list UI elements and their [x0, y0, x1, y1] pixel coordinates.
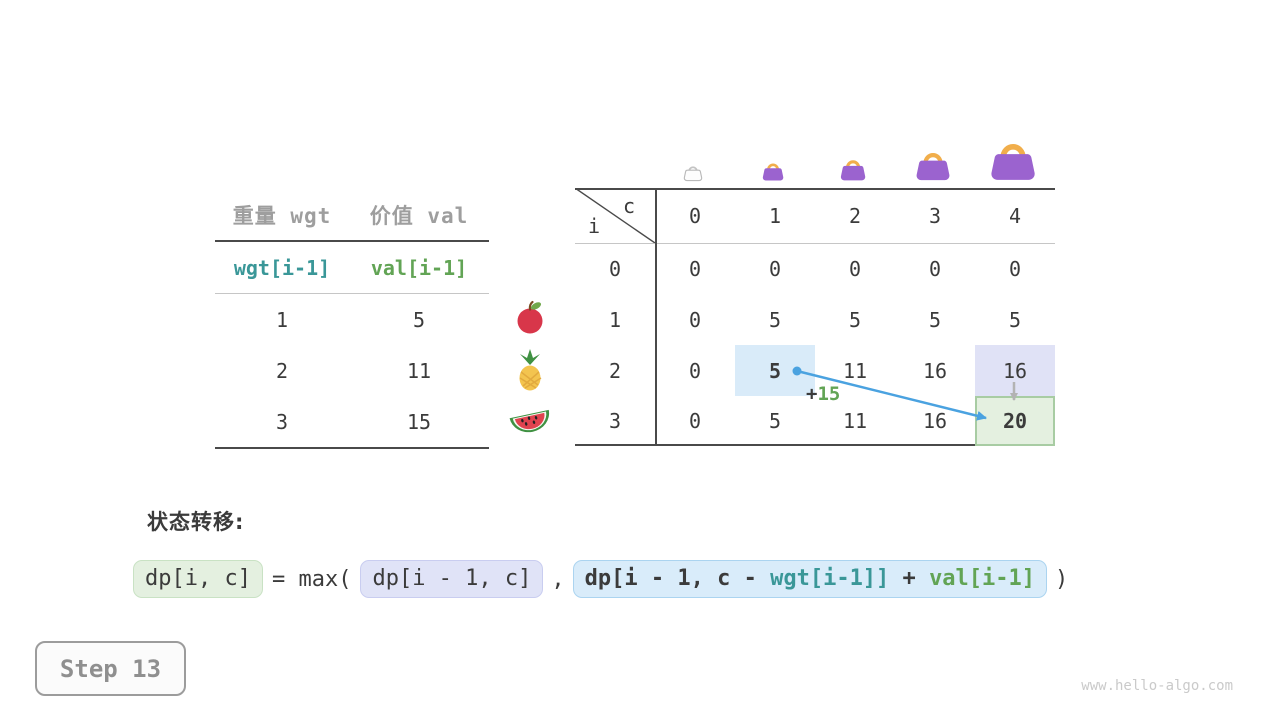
item-3-weight: 3 [275, 409, 289, 434]
item-row-3: 3 15 [215, 396, 489, 449]
add-value-annotation: +15 [806, 385, 840, 404]
dp-table-vertical-divider [655, 188, 657, 446]
dp-cell-2-0: 0 [688, 358, 702, 383]
formula-operator: = max( [271, 566, 352, 592]
item-1-value: 5 [412, 307, 426, 332]
item-row-2: 2 11 [215, 345, 489, 396]
items-table-index-row: wgt[i-1] val[i-1] [215, 242, 489, 294]
formula-arg2: dp[i - 1, c - wgt[i-1]] + val[i-1] [572, 560, 1048, 599]
dp-cell-0-1: 0 [768, 256, 782, 281]
dp-cell-0-0: 0 [688, 256, 702, 281]
dp-table-header-divider [575, 243, 1055, 244]
plus-sign: + [806, 383, 818, 405]
dp-cell-2-4-previous-highlight: 16 [975, 345, 1055, 396]
formula-arg2-plus: + [889, 566, 930, 591]
dp-row-label-0: 0 [608, 256, 622, 281]
dp-cell-2-1-source-highlight: 5 [735, 345, 815, 396]
state-transition-formula: dp[i, c] = max( dp[i - 1, c] , dp[i - 1,… [133, 560, 1076, 599]
capacity-axis-label: c [623, 194, 636, 218]
item-3-value: 15 [406, 409, 432, 434]
dp-row-label-3: 3 [608, 409, 622, 433]
apple-icon [517, 300, 543, 334]
dp-col-header-3: 3 [928, 203, 942, 228]
dp-col-header-4: 4 [1008, 203, 1022, 228]
dp-cell-3-4-current-highlight: 20 [975, 396, 1055, 446]
dp-cell-1-0: 0 [688, 307, 702, 332]
bag-purple-lg-icon [991, 147, 1034, 180]
dp-cell-0-3: 0 [928, 256, 942, 281]
step-badge: Step 13 [35, 641, 186, 696]
formula-arg1: dp[i - 1, c] [360, 560, 544, 599]
added-value: 15 [817, 383, 841, 405]
bag-outline-empty-icon [683, 166, 703, 182]
item-row-1: 1 5 [215, 294, 489, 345]
dp-cell-3-3: 16 [922, 409, 948, 433]
value-column-header: 价值 val [369, 204, 469, 228]
dp-value-grid: 0 0 0 0 0 0 5 5 5 5 0 5 11 16 16 0 5 11 … [655, 243, 1055, 446]
state-transition-label: 状态转移: [147, 510, 245, 534]
dp-row-labels: 0 1 2 3 [575, 243, 655, 446]
watermelon-icon [509, 409, 550, 433]
dp-cell-2-3: 16 [922, 358, 948, 383]
dp-row-label-2: 2 [608, 358, 622, 383]
items-table: 重量 wgt 价值 val wgt[i-1] val[i-1] 1 5 2 11… [215, 190, 489, 449]
formula-lhs: dp[i, c] [133, 560, 263, 599]
dp-table-top-border [575, 188, 1055, 190]
item-2-value: 11 [406, 358, 432, 383]
dp-cell-0-2: 0 [848, 256, 862, 281]
item-axis-label: i [588, 214, 601, 238]
dp-col-header-1: 1 [768, 203, 782, 228]
dp-cell-1-2: 5 [848, 307, 862, 332]
pineapple-icon [519, 349, 542, 391]
bag-purple-xs-icon [761, 163, 785, 182]
val-index-label: val[i-1] [370, 255, 468, 280]
watermark: www.hello-algo.com [1081, 678, 1233, 694]
formula-arg2-val: val[i-1] [929, 566, 1036, 591]
formula-arg2-dp: dp[i - 1, c - [584, 566, 771, 591]
dp-table-bottom-border [575, 444, 1055, 446]
bag-purple-sm-icon [839, 160, 867, 182]
dp-cell-1-4: 5 [1008, 307, 1022, 332]
bag-purple-md-icon [917, 155, 950, 180]
dp-column-headers: 0 1 2 3 4 [655, 188, 1055, 243]
weight-column-header: 重量 wgt [232, 204, 332, 228]
formula-separator: , [551, 566, 565, 592]
dp-cell-1-3: 5 [928, 307, 942, 332]
dp-row-label-1: 1 [608, 307, 622, 332]
corner-diagonal [575, 188, 655, 243]
dp-col-header-0: 0 [688, 203, 702, 228]
item-2-weight: 2 [275, 358, 289, 383]
capacity-bags-row [683, 125, 1055, 185]
formula-arg2-wgt: wgt[i-1]] [770, 566, 890, 591]
dp-cell-1-1: 5 [768, 307, 782, 332]
item-1-weight: 1 [275, 307, 289, 332]
dp-col-header-2: 2 [848, 203, 862, 228]
step-label: Step 13 [59, 654, 162, 683]
dp-table: c i 0 1 2 3 4 0 1 2 3 0 0 0 0 0 0 5 5 5 … [575, 188, 1055, 446]
dp-cell-3-1: 5 [768, 409, 782, 433]
dp-cell-0-4: 0 [1008, 256, 1022, 281]
wgt-index-label: wgt[i-1] [233, 255, 331, 280]
dp-cell-3-0: 0 [688, 409, 702, 433]
formula-closing-paren: ) [1055, 566, 1069, 592]
items-table-header: 重量 wgt 价值 val [215, 190, 489, 242]
